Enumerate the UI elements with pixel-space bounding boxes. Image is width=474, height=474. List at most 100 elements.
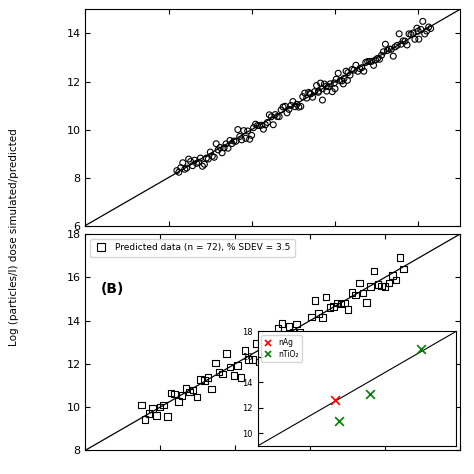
Point: [244, 127, 252, 135]
Point: [222, 140, 230, 148]
Point: [248, 132, 255, 139]
Point: [356, 279, 363, 287]
Point: [338, 77, 346, 85]
Point: [296, 328, 304, 336]
Point: [269, 121, 277, 128]
Point: [332, 75, 340, 83]
Point: [250, 124, 257, 131]
Point: [175, 168, 182, 176]
Point: [331, 85, 339, 92]
Point: [388, 46, 395, 53]
Point: [348, 66, 356, 73]
Point: [299, 93, 307, 100]
Point: [423, 27, 430, 35]
Point: [216, 144, 224, 151]
Point: [319, 96, 326, 104]
Point: [414, 27, 422, 35]
Point: [313, 82, 320, 89]
Point: [245, 356, 252, 363]
Point: [197, 376, 204, 383]
Point: [145, 410, 153, 417]
Point: [137, 401, 145, 409]
Point: [315, 87, 322, 95]
Point: [224, 145, 232, 152]
Point: [248, 356, 256, 364]
Point: [407, 31, 415, 38]
Point: [287, 101, 295, 109]
Point: [202, 155, 210, 162]
Point: [344, 76, 351, 84]
Point: [226, 137, 234, 144]
Point: [309, 93, 317, 101]
Point: [325, 83, 332, 91]
Point: [360, 67, 367, 75]
Point: [271, 346, 278, 354]
Point: [385, 279, 392, 287]
Point: [320, 80, 328, 88]
Point: [366, 58, 374, 65]
Point: [177, 164, 184, 172]
Point: [199, 163, 206, 170]
Point: [274, 324, 282, 332]
Point: [383, 47, 391, 55]
Point: [368, 57, 375, 65]
Point: [348, 289, 356, 296]
Point: [305, 89, 312, 96]
Point: [267, 113, 275, 120]
Point: [236, 133, 244, 140]
Point: [337, 77, 344, 84]
Point: [263, 357, 271, 365]
Point: [201, 161, 208, 168]
Point: [187, 158, 194, 165]
Point: [352, 62, 360, 69]
Point: [382, 40, 389, 48]
Point: [234, 126, 242, 133]
Point: [364, 58, 372, 65]
Point: [191, 156, 198, 164]
Point: [319, 85, 326, 92]
Point: [285, 322, 293, 330]
Point: [237, 374, 245, 382]
Point: [282, 334, 289, 341]
Point: [399, 37, 407, 45]
Point: [230, 372, 237, 379]
Point: [333, 299, 341, 307]
Point: [334, 70, 342, 77]
Point: [215, 368, 223, 376]
Point: [149, 405, 156, 412]
Point: [209, 153, 216, 160]
Point: [370, 267, 378, 274]
Point: [390, 52, 397, 60]
Point: [220, 144, 228, 152]
Point: [421, 30, 428, 38]
Point: [341, 299, 348, 307]
Point: [207, 148, 214, 156]
Point: [372, 56, 379, 64]
Text: Log (particles/l) dose simulated/predicted: Log (particles/l) dose simulated/predict…: [9, 128, 19, 346]
Point: [345, 306, 352, 313]
Point: [344, 69, 352, 76]
Point: [256, 358, 264, 366]
Point: [179, 159, 187, 166]
Point: [359, 289, 367, 297]
Point: [293, 320, 301, 328]
Point: [303, 94, 310, 102]
Point: [378, 283, 385, 290]
Point: [413, 24, 421, 32]
Point: [376, 55, 383, 63]
Point: [295, 103, 302, 111]
Point: [401, 37, 409, 45]
Point: [189, 162, 196, 170]
Point: [252, 340, 260, 347]
Point: [272, 111, 279, 118]
Point: [358, 64, 365, 72]
Point: [160, 401, 167, 409]
Point: [214, 146, 222, 154]
Point: [174, 398, 182, 405]
Point: [380, 48, 387, 55]
Point: [265, 111, 273, 118]
Point: [212, 140, 220, 147]
Point: [427, 25, 435, 32]
Point: [283, 109, 291, 117]
Point: [185, 155, 192, 163]
